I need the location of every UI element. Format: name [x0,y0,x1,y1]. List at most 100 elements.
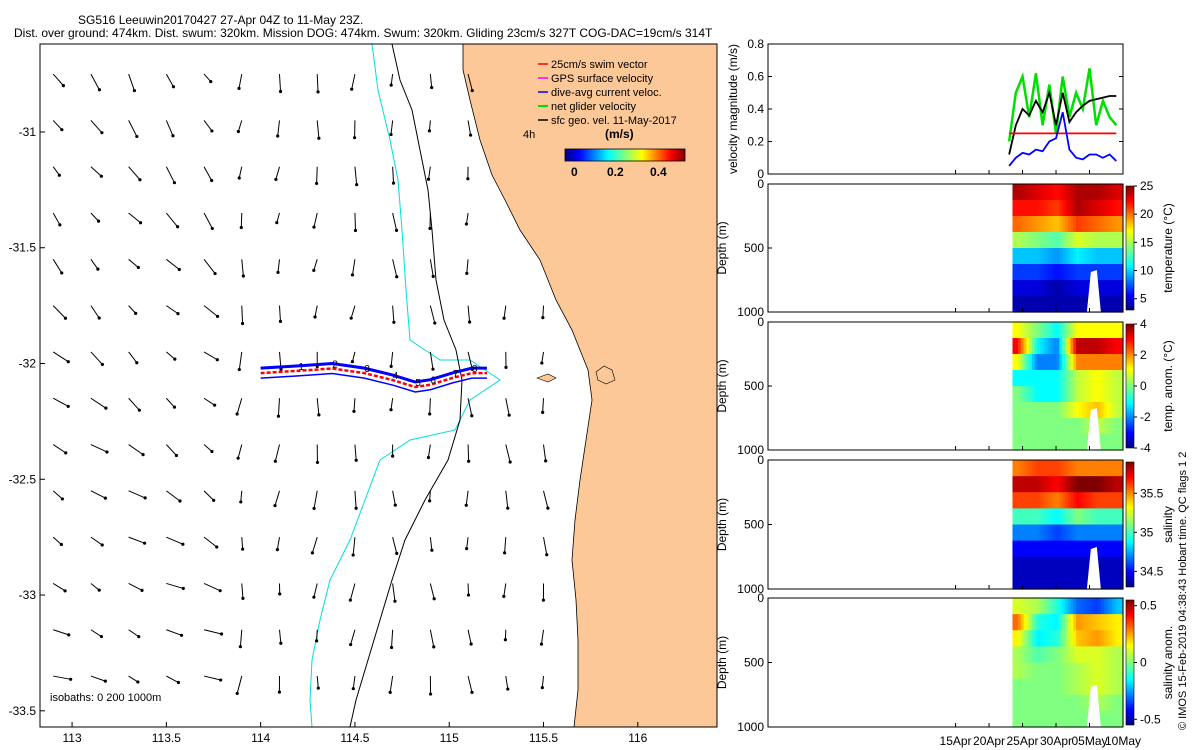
legend-net-glider: net glider velocity [551,101,636,113]
heatmap-cell [1048,476,1052,493]
heatmap-cell [1023,418,1027,435]
velocity-arrow-head [138,178,142,182]
velocity-arrow-head [237,176,241,180]
heatmap-cell [1040,296,1044,313]
velocity-arrow-head [316,90,320,94]
heatmap-cell [1029,476,1033,493]
velocity-arrow-head [392,320,396,324]
heatmap-cell [1114,598,1119,615]
velocity-arrow [128,536,145,544]
heatmap-cell [1106,614,1110,631]
heatmap-cell [1087,630,1091,647]
panel-frame [767,597,1124,728]
heatmap-cell [1117,460,1121,477]
heatmap-cell [1029,216,1033,233]
velocity-arrow-head [212,498,216,502]
heatmap-cell [1089,646,1094,664]
heatmap-cell [1023,508,1027,526]
heatmap-cell [1076,556,1080,574]
heatmap-cell [1029,264,1033,281]
heatmap-cell [1056,572,1061,590]
heatmap-cell [1067,598,1072,615]
heatmap-cell [1120,524,1124,542]
heatmap-cell [1098,508,1102,526]
heatmap-cell [1056,370,1061,387]
velocity-arrow [391,629,394,648]
heatmap-cell [1076,296,1080,313]
velocity-arrow [241,305,244,324]
velocity-arrow [203,444,213,452]
velocity-arrow-head [210,129,214,133]
velocity-arrow-head [239,500,243,504]
heatmap-cell [1012,540,1016,558]
velocity-arrow-head [64,451,68,455]
heatmap-cell [1111,434,1116,451]
ytick-label: 500 [744,518,764,532]
heatmap-cell [1092,338,1096,355]
heatmap-cell [1040,614,1044,631]
isobath-note: isobaths: 0 200 1000m [50,692,161,704]
velocity-arrow-head [426,177,431,181]
heatmap-cell [1040,460,1044,477]
velocity-arrow-head [218,589,222,593]
velocity-arrow-head [140,588,144,592]
heatmap-cell [1111,630,1116,647]
heatmap-cell [1026,434,1030,451]
heatmap-cell [1067,370,1072,387]
heatmap-cell [1120,370,1124,387]
heatmap-cell [1070,646,1074,664]
velocity-arrow [427,444,431,458]
heatmap-cell [1081,418,1085,435]
heatmap-cell [1045,280,1049,297]
heatmap-cell [1087,646,1091,664]
heatmap-cell [1048,418,1052,435]
velocity-arrow [429,305,436,324]
heatmap-cell [1020,598,1025,615]
heatmap-cell [1040,492,1044,509]
heatmap-cell [1053,662,1058,680]
heatmap-cell [1120,232,1124,249]
colorbar-tick-label: -4 [1140,441,1151,455]
heatmap-cell [1064,418,1069,435]
velocity-arrow [52,305,66,319]
heatmap-cell [1095,184,1099,201]
heatmap-cell [1059,572,1063,590]
heatmap-cell [1073,386,1077,403]
heatmap-cell [1040,678,1044,696]
heatmap-cell [1018,248,1022,265]
velocity-arrow-head [241,274,245,278]
heatmap-cell [1114,322,1119,339]
velocity-arrow-head [66,404,70,408]
heatmap-cell [1103,524,1108,542]
heatmap-cell [1114,630,1119,647]
heatmap-cell [1073,370,1077,387]
heatmap-cell [1073,248,1077,265]
heatmap-cell [1051,598,1055,615]
heatmap-cell [1076,646,1080,664]
heatmap-cell [1026,678,1030,696]
heatmap-cell [1095,460,1099,477]
heatmap-cell [1018,338,1022,355]
velocity-arrow [165,120,174,136]
heatmap-cell [1081,476,1085,493]
velocity-arrow [541,676,545,688]
heatmap-cell [1081,540,1085,558]
heatmap-cell [1034,280,1038,297]
velocity-arrow [128,212,141,224]
heatmap-cell [1015,434,1019,451]
heatmap-cell [1098,460,1102,477]
heatmap-cell [1095,370,1099,387]
heatmap-cell [1064,434,1069,451]
heatmap-cell [1020,614,1025,631]
velocity-arrow-head [278,592,282,596]
panel-background [768,44,1123,174]
heatmap-cell [1076,540,1080,558]
velocity-arrow [238,74,243,89]
heatmap-cell [1048,264,1052,281]
heatmap-cell [1106,402,1110,419]
heatmap-cell [1031,460,1036,477]
velocity-arrow [203,582,221,592]
velocity-arrow [90,212,99,222]
heatmap-cell [1034,322,1038,339]
